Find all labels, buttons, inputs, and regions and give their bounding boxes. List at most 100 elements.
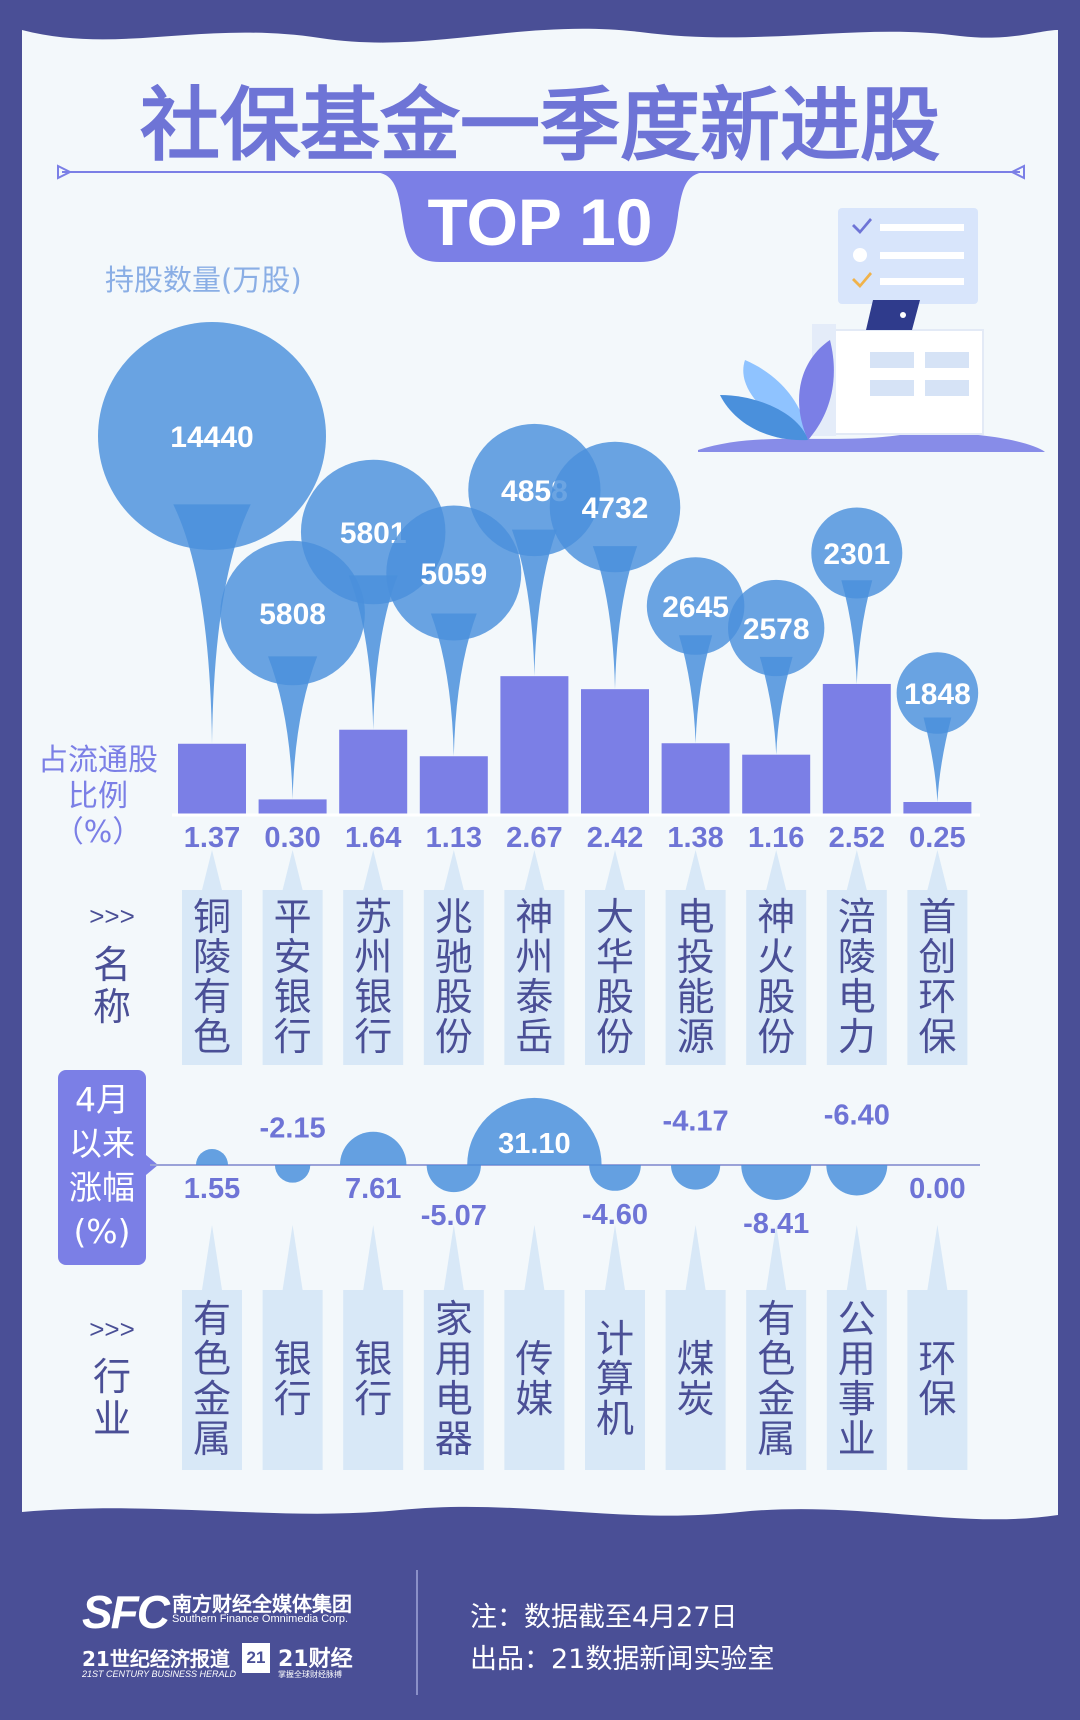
name-10: 首创环保 [918,895,956,1059]
bubble-layer: 1444058085801505948584732264525782301184… [98,322,979,802]
herald-logo: 21世纪经济报道 [82,1647,230,1671]
name-2: 平安银行 [274,895,312,1059]
name-pointer-7 [685,850,706,890]
industry-box-5 [504,1290,565,1470]
name-box-8 [746,890,807,1065]
change-shape-3 [339,1131,407,1165]
bubble-8 [728,579,825,677]
name-box-5 [504,890,565,1065]
bubble-stem-8 [759,656,793,755]
name-1: 铜陵有色 [193,895,231,1059]
bubble-stem-4 [430,613,477,757]
bar-1 [178,743,246,815]
sfc-logo: SFC [82,1586,170,1638]
name-layer: 铜陵有色 平安银行 苏州银行 兆驰股份 神州泰岳 大华股份 电投能源 神火股份 涪陵电力 首创环保 [182,850,968,1065]
ratio-axis-label-line-2: 比例 [68,779,128,814]
ratio-value-1: 1.37 [184,822,240,854]
bubble-6 [549,441,681,573]
industry-pointer-4 [443,1225,464,1290]
name-3: 苏州银行 [354,895,392,1059]
name-pointer-8 [766,850,787,890]
industry-pointer-10 [927,1225,948,1290]
bubble-stem-10 [923,717,952,802]
decorative-illustration [698,208,1045,452]
change-value-1: 1.55 [184,1173,240,1205]
change-shape-2 [274,1165,311,1183]
name-6: 大华股份 [596,895,634,1059]
name-box-6 [585,890,645,1065]
subtitle-tab [372,172,708,262]
industry-3: 银行 [354,1337,392,1421]
industry-10: 环保 [918,1337,956,1421]
industry-1: 有色金属 [193,1297,231,1461]
industry-box-2 [262,1290,323,1470]
bubble-stem-9 [841,580,873,684]
change-layer: 1.55-2.157.61-5.0731.10-4.60-4.17-8.41-6… [184,1097,966,1240]
ratio-value-4: 1.13 [426,822,482,854]
ratio-axis-label-line-1: 占流通股 [38,743,158,778]
bubble-value-8: 2578 [743,613,810,646]
name-box-3 [343,890,404,1065]
bar-5 [500,676,569,815]
name-box-7 [665,890,726,1065]
bubble-value-9: 2301 [823,538,890,571]
industry-box-3 [343,1290,404,1470]
industry-pointer-5 [524,1225,545,1290]
change-axis-label-line-2: 以来 [69,1124,135,1163]
bubble-10 [896,652,979,734]
name-pointer-2 [282,850,303,890]
bubble-stem-5 [511,529,557,677]
name-pointer-9 [846,850,867,890]
industry-axis-label-char-1: 行 [93,1355,131,1399]
industry-axis-label: >>> 行业 [89,1314,135,1441]
bar-10 [903,802,972,815]
industry-box-8 [746,1290,807,1470]
industry-box-10 [907,1290,968,1470]
industry-pointer-6 [605,1225,625,1290]
change-shape-1 [196,1149,228,1165]
change-value-10: 0.00 [909,1173,965,1205]
bar-7 [661,743,730,815]
change-axis-label-line-3: 涨幅 [69,1168,135,1207]
footer: SFC 南方财经全媒体集团 Southern Finance Omnimedia… [0,1545,1080,1720]
name-pointer-10 [927,850,948,890]
change-shape-9 [826,1165,888,1196]
ratio-value-10: 0.25 [909,822,965,854]
industry-box-7 [665,1290,726,1470]
name-arrows: >>> [89,901,135,931]
industry-pointer-1 [202,1225,222,1290]
change-shape-8 [741,1165,812,1200]
bubble-stem-6 [592,546,638,690]
industry-box-4 [423,1290,484,1470]
name-7: 电投能源 [677,895,715,1059]
data-credit: 出品：21数据新闻实验室 [470,1644,775,1675]
industry-box-1 [182,1290,242,1470]
bar-6 [581,689,649,815]
bubble-stem-2 [268,656,318,800]
change-value-9: -6.40 [824,1100,890,1132]
ratio-value-7: 1.38 [667,822,723,854]
industry-5: 传媒 [515,1337,553,1421]
industry-6: 计算机 [596,1317,634,1441]
ratio-axis-label-line-3: （%） [54,815,143,850]
industry-arrows: >>> [89,1314,135,1344]
name-axis-label: >>> 名称 [89,901,135,1029]
industry-pointer-2 [282,1225,303,1290]
change-axis-label-line-4: (%) [73,1212,130,1251]
industry-box-6 [585,1290,645,1470]
name-pointer-4 [443,850,464,890]
check-icon [852,272,872,288]
industry-pointer-7 [685,1225,706,1290]
bubble-value-7: 2645 [662,591,729,624]
change-shape-6 [589,1165,641,1191]
holdings-axis-label: 持股数量(万股) [105,263,302,297]
industry-7: 煤炭 [677,1337,715,1421]
industry-axis-label-char-2: 业 [93,1397,131,1441]
name-pointer-1 [202,850,222,890]
title-line-arrow-left [57,164,73,180]
ratio-value-5: 2.67 [506,822,562,854]
21-logo-box: 21 [242,1643,270,1673]
